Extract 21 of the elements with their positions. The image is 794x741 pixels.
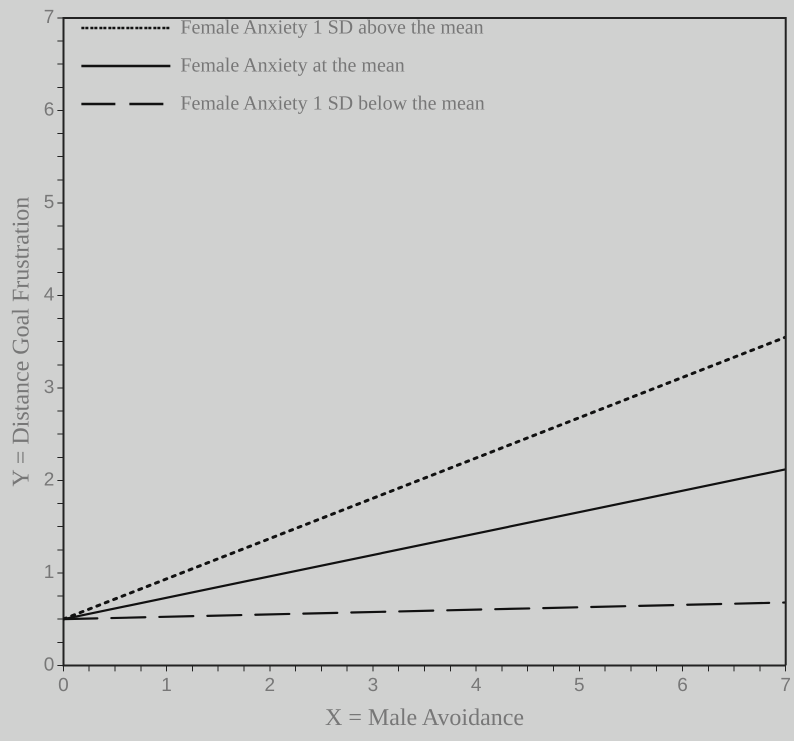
legend-label: Female Anxiety at the mean — [180, 54, 405, 76]
x-tick-label: 0 — [58, 675, 69, 696]
x-tick-label: 1 — [161, 675, 172, 696]
y-tick-label: 6 — [44, 100, 54, 121]
legend-label: Female Anxiety 1 SD above the mean — [180, 16, 484, 38]
x-tick-label: 7 — [780, 675, 792, 696]
y-tick-label: 3 — [44, 377, 54, 398]
y-tick-label: 5 — [44, 192, 54, 214]
y-tick-label: 1 — [44, 562, 54, 584]
x-tick-label: 4 — [470, 675, 482, 696]
y-tick-label: 4 — [44, 284, 55, 306]
x-tick-label: 2 — [264, 675, 276, 696]
x-tick-label: 3 — [368, 675, 378, 696]
x-tick-label: 6 — [677, 675, 688, 696]
y-tick-label: 7 — [44, 7, 54, 28]
y-axis-title: Y = Distance Goal Frustration — [8, 196, 35, 487]
y-tick-label: 0 — [44, 654, 54, 676]
y-tick-label: 2 — [44, 470, 54, 491]
x-axis-title: X = Male Avoidance — [325, 704, 524, 731]
x-tick-label: 5 — [574, 675, 585, 696]
legend-label: Female Anxiety 1 SD below the mean — [180, 92, 485, 114]
